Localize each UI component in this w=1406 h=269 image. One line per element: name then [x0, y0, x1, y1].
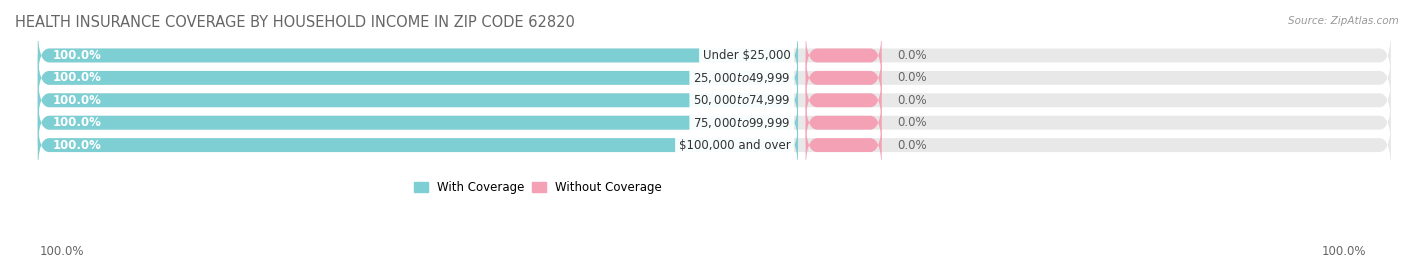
Text: 100.0%: 100.0%	[39, 245, 84, 258]
Text: HEALTH INSURANCE COVERAGE BY HOUSEHOLD INCOME IN ZIP CODE 62820: HEALTH INSURANCE COVERAGE BY HOUSEHOLD I…	[15, 15, 575, 30]
Text: Under $25,000: Under $25,000	[703, 49, 790, 62]
Text: 0.0%: 0.0%	[897, 49, 927, 62]
Text: 0.0%: 0.0%	[897, 139, 927, 152]
Text: Source: ZipAtlas.com: Source: ZipAtlas.com	[1288, 16, 1399, 26]
FancyBboxPatch shape	[806, 29, 882, 82]
FancyBboxPatch shape	[38, 96, 799, 149]
Text: $25,000 to $49,999: $25,000 to $49,999	[693, 71, 790, 85]
FancyBboxPatch shape	[38, 51, 1391, 105]
Text: $50,000 to $74,999: $50,000 to $74,999	[693, 93, 790, 107]
FancyBboxPatch shape	[806, 118, 882, 172]
Text: 100.0%: 100.0%	[53, 94, 101, 107]
Legend: With Coverage, Without Coverage: With Coverage, Without Coverage	[409, 176, 666, 199]
Text: 100.0%: 100.0%	[53, 71, 101, 84]
Text: 100.0%: 100.0%	[53, 49, 101, 62]
FancyBboxPatch shape	[38, 74, 799, 127]
Text: $100,000 and over: $100,000 and over	[679, 139, 790, 152]
Text: 100.0%: 100.0%	[53, 139, 101, 152]
FancyBboxPatch shape	[38, 51, 799, 105]
Text: 100.0%: 100.0%	[53, 116, 101, 129]
Text: 100.0%: 100.0%	[1322, 245, 1367, 258]
FancyBboxPatch shape	[38, 118, 1391, 172]
Text: 0.0%: 0.0%	[897, 71, 927, 84]
FancyBboxPatch shape	[38, 74, 1391, 127]
FancyBboxPatch shape	[38, 29, 1391, 82]
FancyBboxPatch shape	[806, 74, 882, 127]
Text: 0.0%: 0.0%	[897, 116, 927, 129]
Text: 0.0%: 0.0%	[897, 94, 927, 107]
FancyBboxPatch shape	[38, 29, 799, 82]
FancyBboxPatch shape	[38, 96, 1391, 149]
FancyBboxPatch shape	[38, 118, 799, 172]
FancyBboxPatch shape	[806, 96, 882, 149]
FancyBboxPatch shape	[806, 51, 882, 105]
Text: $75,000 to $99,999: $75,000 to $99,999	[693, 116, 790, 130]
